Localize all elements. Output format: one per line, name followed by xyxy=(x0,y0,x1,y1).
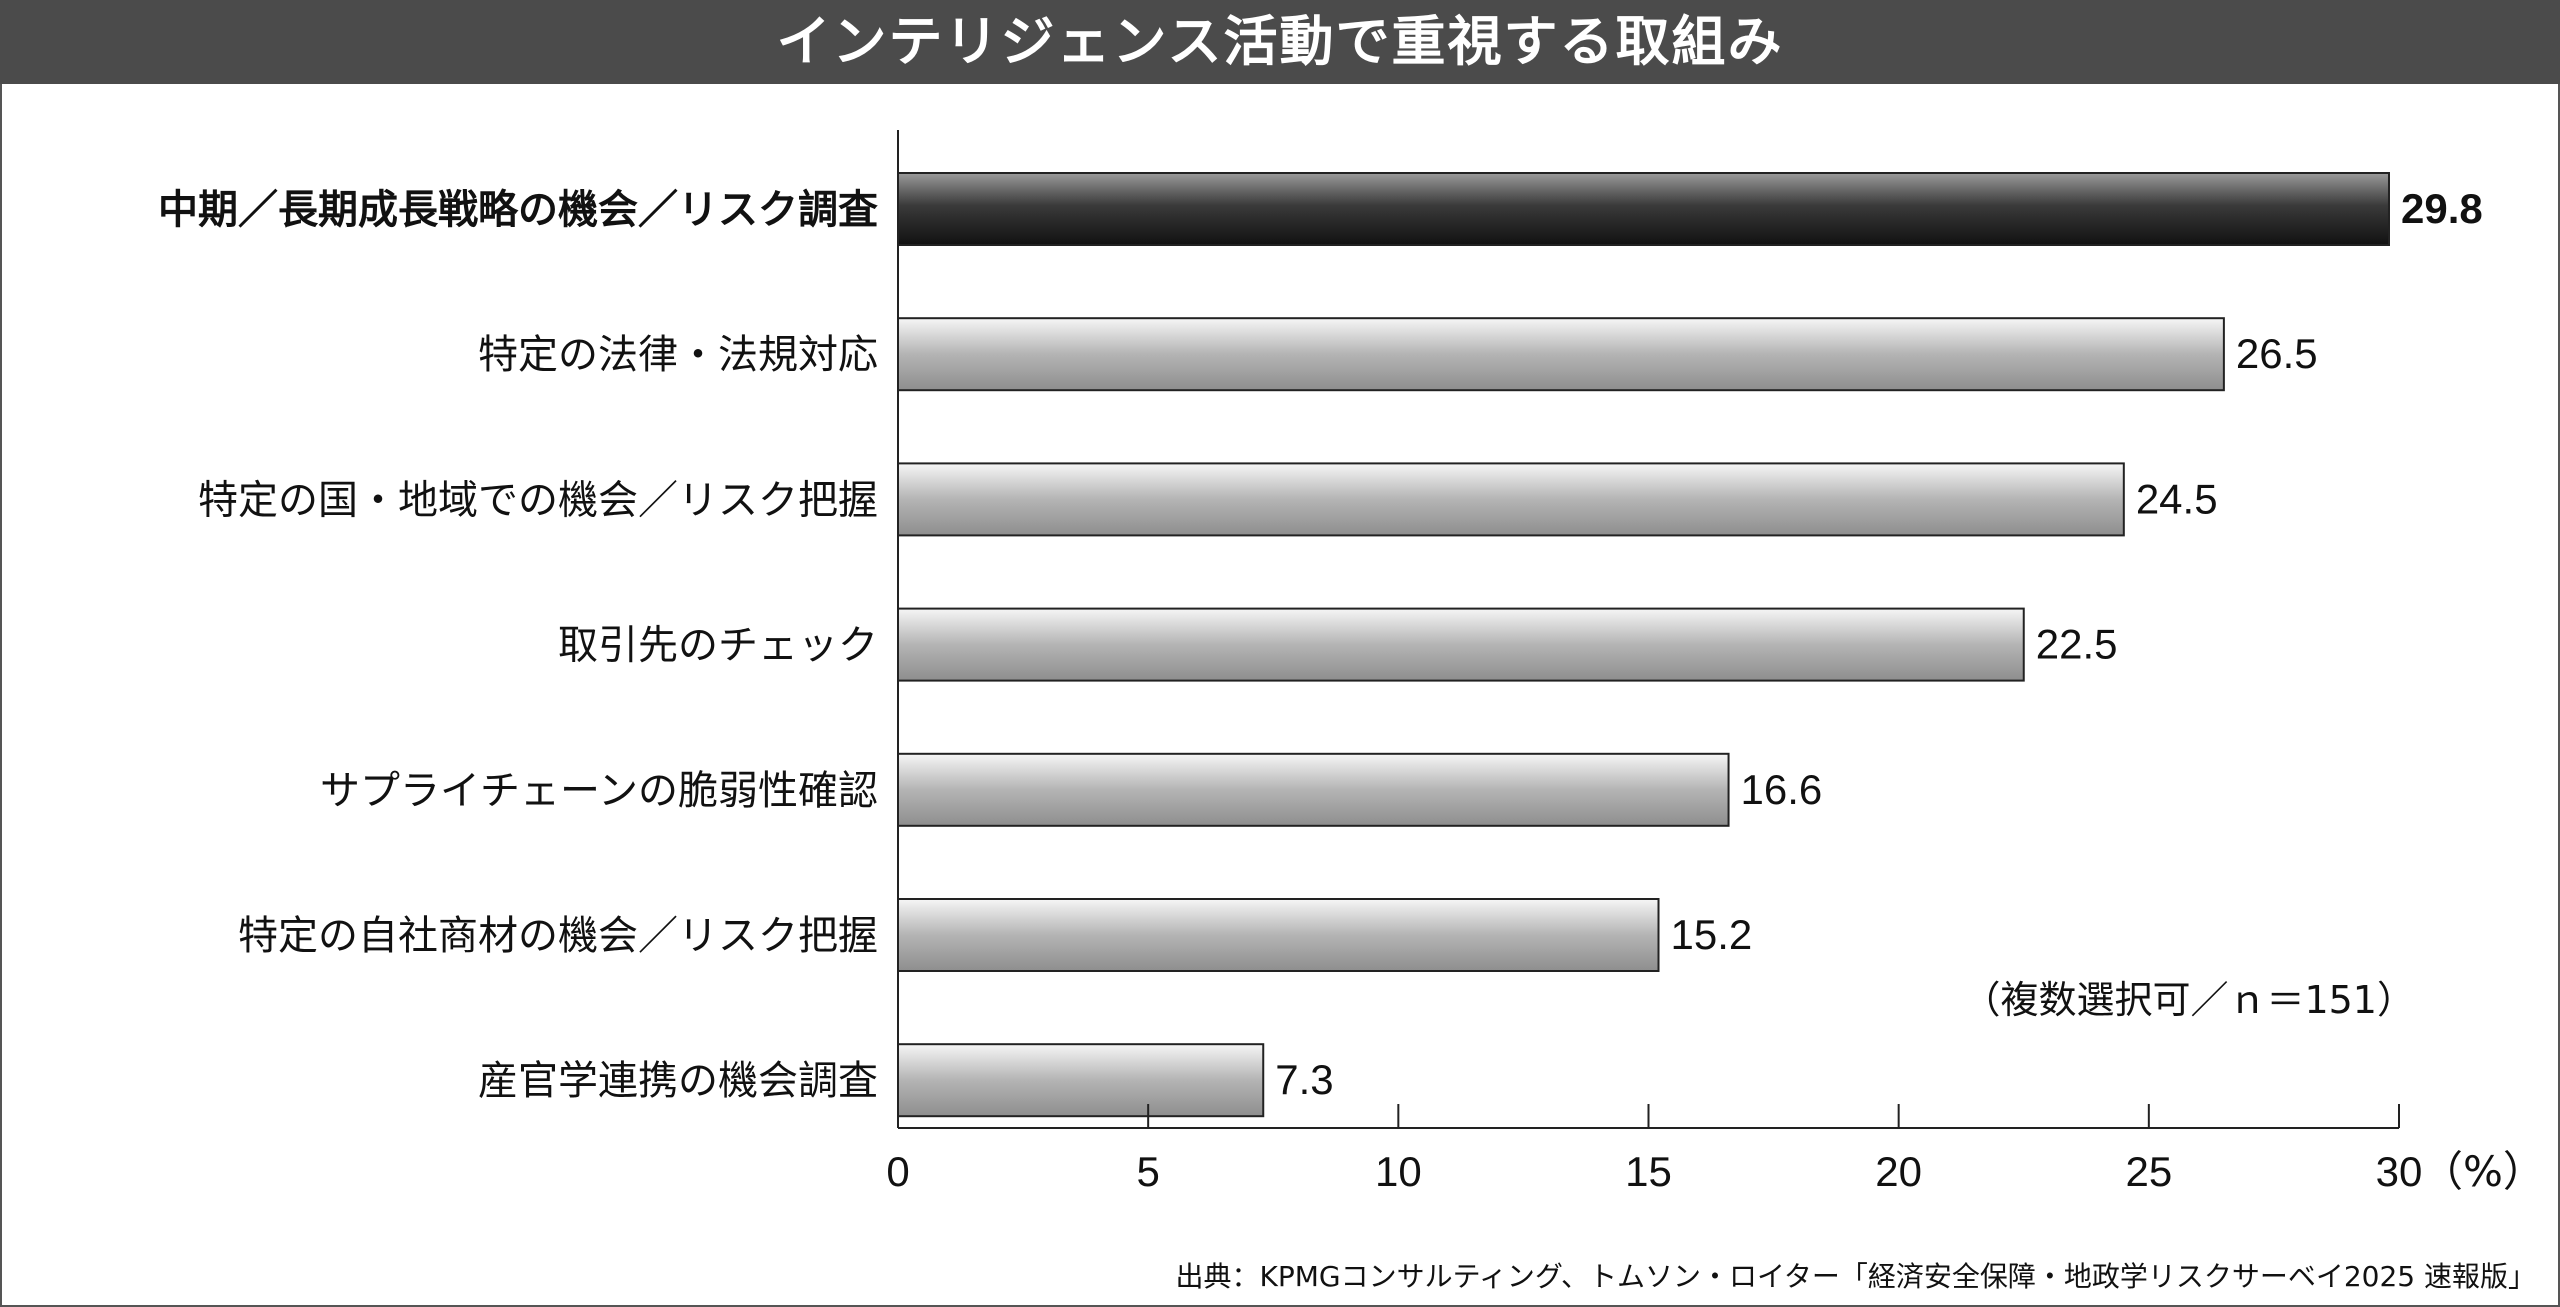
bar-5 xyxy=(897,752,1730,827)
sample-note: （複数選択可／ｎ＝151） xyxy=(1962,978,2415,1022)
bar-3 xyxy=(897,462,2125,537)
category-label-4: 取引先のチェック xyxy=(558,623,878,669)
chart-title: インテリジェンス活動で重視する取組み xyxy=(776,10,1784,73)
value-label-7: 7.3 xyxy=(1275,1056,1333,1103)
category-label-2: 特定の法律・法規対応 xyxy=(478,332,878,378)
category-label-3: 特定の国・地域での機会／リスク把握 xyxy=(198,477,878,523)
value-label-6: 15.2 xyxy=(1671,911,1753,958)
x-tick-label-15: 15 xyxy=(1625,1148,1672,1195)
x-unit-label: （%） xyxy=(2421,1147,2545,1196)
value-label-5: 16.6 xyxy=(1741,766,1823,813)
title-banner: インテリジェンス活動で重視する取組み xyxy=(0,0,2560,84)
x-tick-label-20: 20 xyxy=(1875,1148,1922,1195)
category-label-5: サプライチェーンの脆弱性確認 xyxy=(320,768,878,814)
x-tick-label-0: 0 xyxy=(886,1148,909,1195)
value-label-2: 26.5 xyxy=(2236,330,2318,377)
x-tick-label-10: 10 xyxy=(1375,1148,1422,1195)
value-label-1: 29.8 xyxy=(2401,185,2483,232)
category-label-7: 産官学連携の機会調査 xyxy=(478,1058,878,1104)
bar-2 xyxy=(897,317,2225,392)
bar-4 xyxy=(897,607,2025,682)
x-tick-label-25: 25 xyxy=(2125,1148,2172,1195)
bar-1 xyxy=(897,172,2390,246)
bar-7 xyxy=(897,1043,1265,1118)
bar-6 xyxy=(897,898,1660,972)
x-tick-label-5: 5 xyxy=(1136,1148,1159,1195)
category-label-6: 特定の自社商材の機会／リスク把握 xyxy=(238,913,878,959)
value-label-3: 24.5 xyxy=(2136,475,2218,522)
category-label-1: 中期／長期成長戦略の機会／リスク調査 xyxy=(158,187,878,233)
value-label-4: 22.5 xyxy=(2036,621,2118,668)
source-credit: 出典：KPMGコンサルティング、トムソン・ロイター「経済安全保障・地政学リスクサ… xyxy=(1175,1260,2536,1293)
x-tick-label-30: 30 xyxy=(2376,1148,2423,1195)
